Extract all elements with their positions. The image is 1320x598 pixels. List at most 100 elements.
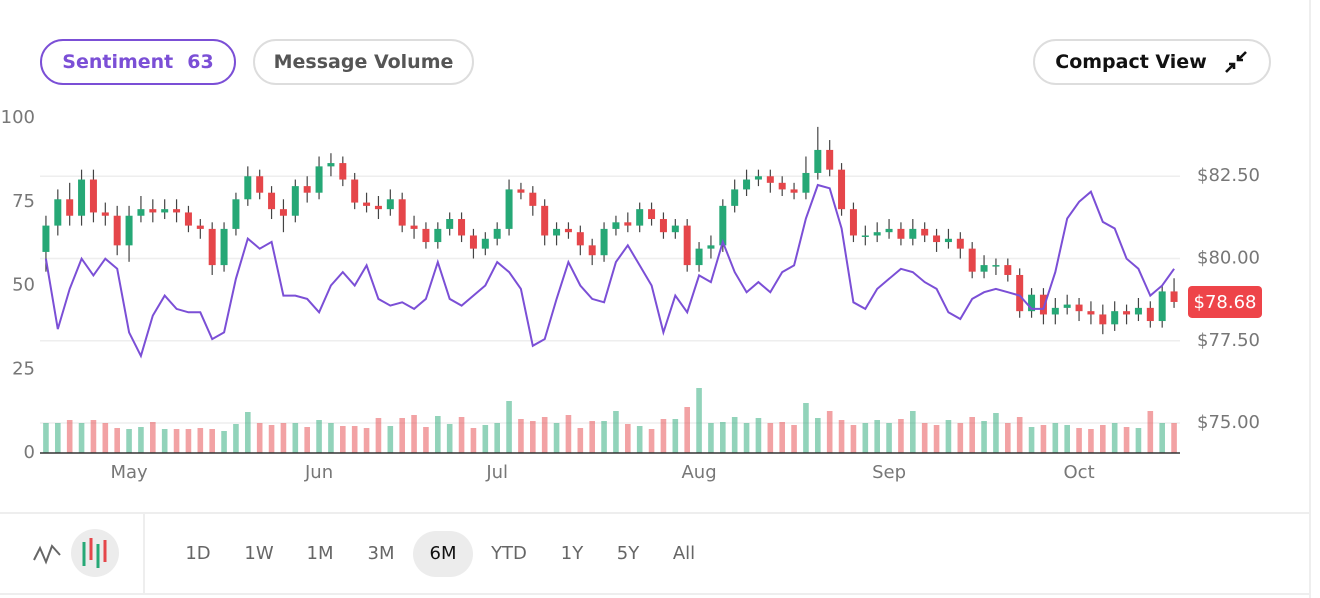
candle-body [944, 238, 952, 243]
volume-bar [256, 423, 263, 453]
candle-body [54, 199, 62, 226]
candle-body [374, 205, 382, 210]
candle-body [1111, 311, 1119, 325]
sentiment-line [44, 183, 1175, 359]
volume-bar [1088, 429, 1094, 453]
volume-bar [351, 426, 358, 453]
volume-bar [874, 420, 880, 453]
candle-body [624, 222, 632, 226]
candle-body [125, 215, 133, 246]
x-tick-label: Sep [872, 462, 906, 483]
candle-body [588, 245, 596, 256]
volume-bar [541, 417, 548, 453]
volume-bar [458, 417, 465, 453]
volume-bar [886, 423, 892, 453]
line-chart-icon[interactable] [33, 544, 61, 565]
candle-body [612, 222, 620, 229]
candle-body [66, 199, 74, 216]
candle-body [885, 228, 893, 233]
volume-bar [78, 423, 85, 453]
candle-body [1099, 314, 1107, 325]
candle-body [161, 209, 169, 213]
candle-body [469, 235, 477, 249]
range-button[interactable]: YTD [491, 543, 527, 564]
volume-bar [1052, 423, 1059, 453]
candle-body [505, 189, 513, 229]
candle-body [909, 228, 917, 239]
candle-body [78, 179, 86, 216]
candle-body [398, 199, 406, 226]
range-button[interactable]: 6M [413, 531, 473, 577]
volume-bar [233, 424, 239, 453]
last-price-tag [1188, 285, 1262, 318]
volume-bar [506, 401, 512, 453]
candle-body [1123, 311, 1131, 315]
candle-body [659, 219, 667, 233]
y2-tick-label: $75.00 [1197, 412, 1260, 433]
candle-body [648, 209, 656, 220]
candle-body [790, 189, 798, 193]
candle-body [1063, 304, 1071, 308]
volume-bar [696, 388, 702, 453]
candle-body [1028, 294, 1036, 312]
candle-body [434, 228, 442, 243]
candle-body [113, 215, 121, 246]
range-button[interactable]: 1D [185, 543, 211, 564]
volume-bar [767, 423, 774, 453]
volume-bar [470, 428, 477, 453]
volume-bar [1028, 427, 1035, 453]
candle-body [268, 192, 276, 210]
candle-body [671, 225, 679, 233]
range-button[interactable]: 1Y [560, 543, 584, 564]
volume-bar [423, 427, 429, 453]
candle-body [1134, 307, 1142, 315]
candle-body [89, 179, 97, 213]
candle-icon [82, 538, 107, 568]
volume-bar [150, 422, 156, 453]
candle-body [458, 219, 466, 236]
candle-body [933, 235, 941, 243]
range-button[interactable]: All [672, 543, 696, 564]
range-button[interactable]: 3M [367, 543, 395, 564]
candle-body [303, 186, 311, 193]
candle-body [766, 176, 774, 183]
volume-bar [245, 412, 251, 453]
volume-bar [779, 422, 785, 453]
candle-body [636, 209, 644, 226]
candle-body [481, 238, 489, 249]
candle-body [279, 209, 287, 216]
volume-bar [197, 428, 204, 453]
last-price-label: $78.68 [1194, 292, 1257, 313]
volume-bar [708, 423, 714, 453]
volume-bar [102, 423, 109, 453]
volume-bar [221, 431, 227, 453]
volume-bar [933, 425, 940, 453]
sentiment-button[interactable]: Sentiment 63 [40, 39, 236, 85]
y-tick-label: 75 [12, 191, 35, 212]
volume-bar [648, 429, 655, 453]
volume-bar [577, 428, 584, 453]
candle-body [220, 228, 228, 266]
candle-body [541, 205, 549, 236]
range-button[interactable]: 1W [244, 543, 274, 564]
volume-bar [898, 419, 904, 453]
range-button[interactable]: 5Y [616, 543, 640, 564]
volume-bar [850, 425, 857, 453]
compact-view-button[interactable]: Compact View [1033, 39, 1271, 85]
range-button[interactable]: 1M [306, 543, 334, 564]
volume-bar [921, 423, 928, 453]
volume-bar [209, 429, 215, 453]
volume-bar [945, 420, 952, 453]
volume-bar [304, 427, 310, 453]
candle-icon-bg[interactable] [71, 529, 119, 577]
message-volume-button[interactable]: Message Volume [253, 39, 474, 85]
volume-bar [1100, 425, 1106, 453]
volume-bar [494, 423, 500, 453]
volume-bar [862, 423, 869, 453]
candle-body [897, 228, 905, 239]
volume-bar [625, 424, 631, 453]
candle-body [244, 176, 252, 200]
candle-body [493, 228, 501, 239]
candle-body [363, 202, 371, 206]
